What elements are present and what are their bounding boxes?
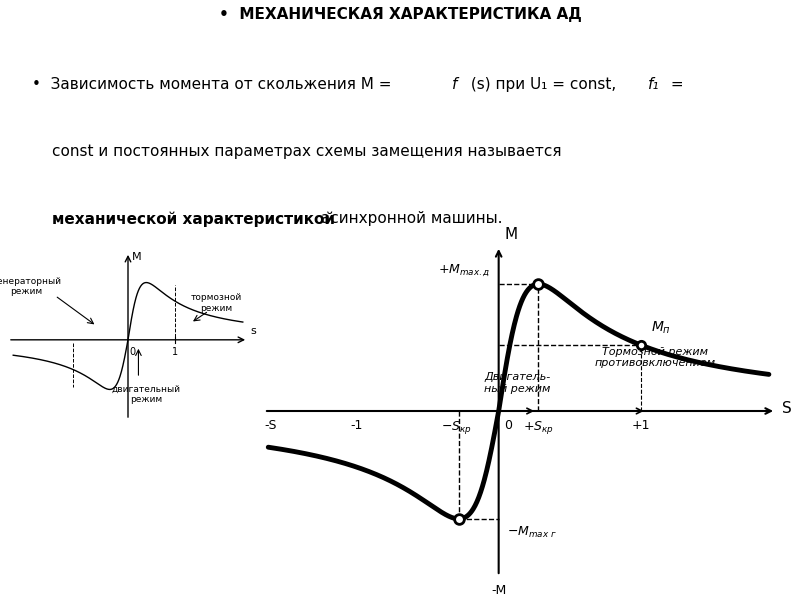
Text: +1: +1 [632, 419, 650, 431]
Text: тормозной
режим: тормозной режим [191, 293, 242, 313]
Text: =: = [666, 77, 683, 92]
Text: $M_п$: $M_п$ [651, 320, 671, 336]
Text: Двигатель-
ный режим: Двигатель- ный режим [484, 372, 550, 394]
Text: -1: -1 [350, 419, 362, 431]
Text: 0: 0 [504, 419, 512, 431]
Text: f: f [452, 77, 458, 92]
Text: Тормозной режим
противовключением: Тормозной режим противовключением [594, 347, 716, 368]
Text: f₁: f₁ [648, 77, 659, 92]
Text: двигательный
режим: двигательный режим [112, 385, 181, 404]
Text: (s) при U₁ = const,: (s) при U₁ = const, [466, 77, 622, 92]
Text: $+M_{max.д}$: $+M_{max.д}$ [438, 262, 490, 278]
Text: $+S_{кр}$: $+S_{кр}$ [523, 419, 554, 436]
Text: •  МЕХАНИЧЕСКАЯ ХАРАКТЕРИСТИКА АД: • МЕХАНИЧЕСКАЯ ХАРАКТЕРИСТИКА АД [218, 7, 582, 22]
Text: механической характеристикой: механической характеристикой [52, 211, 335, 227]
Text: генераторный
режим: генераторный режим [0, 277, 61, 296]
Text: const и постоянных параметрах схемы замещения называется: const и постоянных параметрах схемы заме… [52, 144, 562, 159]
Text: 1: 1 [172, 347, 178, 358]
Text: •  Зависимость момента от скольжения М =: • Зависимость момента от скольжения М = [32, 77, 396, 92]
Text: $-S_{кр}$: $-S_{кр}$ [441, 419, 471, 436]
Text: M: M [504, 227, 518, 242]
Text: асинхронной машины.: асинхронной машины. [316, 211, 502, 226]
Text: S: S [782, 401, 791, 416]
Text: -M: -M [491, 584, 506, 596]
Text: 0: 0 [130, 347, 136, 358]
Text: s: s [250, 326, 256, 336]
Text: M: M [132, 252, 142, 262]
Text: $-M_{max\ г}$: $-M_{max\ г}$ [507, 525, 557, 541]
Text: -S: -S [265, 419, 278, 431]
